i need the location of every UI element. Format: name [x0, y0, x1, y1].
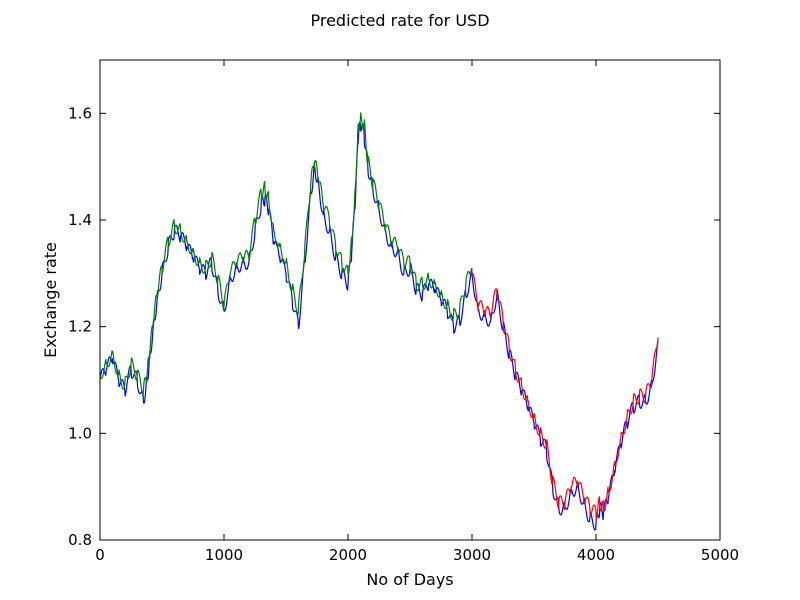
- x-axis-label: No of Days: [366, 570, 453, 589]
- series-line-1: [99, 112, 473, 397]
- plot-area: [99, 59, 721, 541]
- x-tick-label: 5000: [701, 546, 739, 564]
- y-tick-label: 0.8: [68, 531, 92, 549]
- x-tick-label: 0: [95, 546, 105, 564]
- chart-title: Predicted rate for USD: [310, 11, 489, 30]
- y-axis-label: Exchange rate: [41, 242, 60, 358]
- y-axis-ticks: 0.8 1.0 1.2 1.4 1.6: [68, 104, 720, 549]
- x-axis-ticks: 0 1000 2000 3000 4000 5000: [95, 60, 739, 564]
- y-tick-label: 1.4: [68, 211, 92, 229]
- y-tick-label: 1.2: [68, 318, 92, 336]
- x-tick-label: 4000: [577, 546, 615, 564]
- axes-frame: [99, 59, 721, 541]
- series-line-2: [471, 272, 659, 520]
- series-line-0: [99, 121, 659, 531]
- y-tick-label: 1.6: [68, 104, 92, 122]
- y-tick-label: 1.0: [68, 424, 92, 442]
- x-tick-label: 2000: [329, 546, 367, 564]
- axes-background: [100, 60, 720, 540]
- series-layer: [99, 112, 659, 531]
- x-tick-label: 3000: [453, 546, 491, 564]
- x-tick-label: 1000: [205, 546, 243, 564]
